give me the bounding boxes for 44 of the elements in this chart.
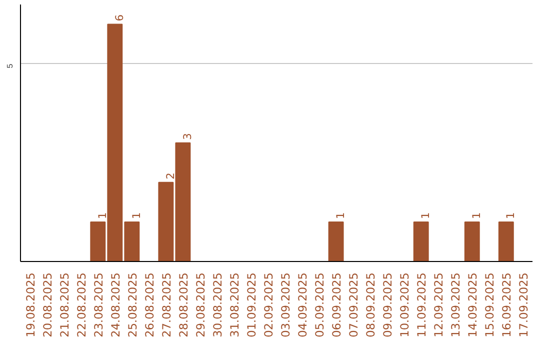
bar [413, 221, 429, 262]
x-tick-label: 12.09.2025 [432, 272, 446, 338]
x-tick-label: 13.09.2025 [448, 272, 463, 338]
x-tick-label: 17.09.2025 [516, 272, 531, 338]
x-tick-label: 09.09.2025 [380, 272, 395, 338]
data-label: 6 [112, 14, 126, 22]
x-tick-label: 03.09.2025 [278, 272, 293, 338]
x-tick-label: 30.08.2025 [210, 272, 224, 338]
x-tick-label: 16.09.2025 [500, 272, 514, 338]
data-label: 1 [470, 212, 484, 219]
x-tick-label: 21.08.2025 [57, 272, 72, 338]
x-tick-label: 26.08.2025 [142, 272, 156, 338]
y-tick-label: 5 [6, 63, 14, 68]
data-label: 1 [96, 212, 109, 219]
data-label: 3 [180, 133, 194, 140]
x-tick-label: 08.09.2025 [364, 272, 378, 338]
data-label: 1 [504, 212, 518, 219]
x-tick-label: 11.09.2025 [414, 272, 429, 338]
x-tick-label: 02.09.2025 [261, 272, 276, 338]
x-tick-label: 07.09.2025 [346, 272, 361, 338]
data-label: 1 [419, 212, 432, 219]
bar [498, 221, 514, 262]
x-tick-label: 10.09.2025 [398, 272, 412, 338]
x-tick-label: 06.09.2025 [330, 272, 344, 338]
x-tick-label: 14.09.2025 [466, 272, 480, 338]
x-tick-label: 25.08.2025 [125, 272, 140, 338]
x-tick-label: 27.08.2025 [159, 272, 174, 338]
x-tick-label: 05.09.2025 [312, 272, 327, 338]
x-tick-label: 31.08.2025 [227, 272, 242, 338]
bar [464, 221, 480, 262]
x-tick-label: 28.08.2025 [176, 272, 190, 338]
x-tick-label: 19.08.2025 [23, 272, 38, 338]
x-tick-label: 23.08.2025 [91, 272, 106, 338]
x-tick-label: 29.08.2025 [193, 272, 208, 338]
x-tick-label: 04.09.2025 [296, 272, 310, 338]
x-tick-label: 20.08.2025 [40, 272, 54, 338]
data-label: 1 [334, 212, 348, 219]
data-label: 2 [164, 172, 177, 180]
x-tick-label: 24.08.2025 [108, 272, 122, 338]
x-tick-label: 01.09.2025 [244, 272, 258, 338]
x-tick-label: 22.08.2025 [74, 272, 88, 338]
data-label: 1 [130, 212, 143, 219]
x-tick-label: 15.09.2025 [482, 272, 497, 338]
bar [328, 221, 344, 262]
